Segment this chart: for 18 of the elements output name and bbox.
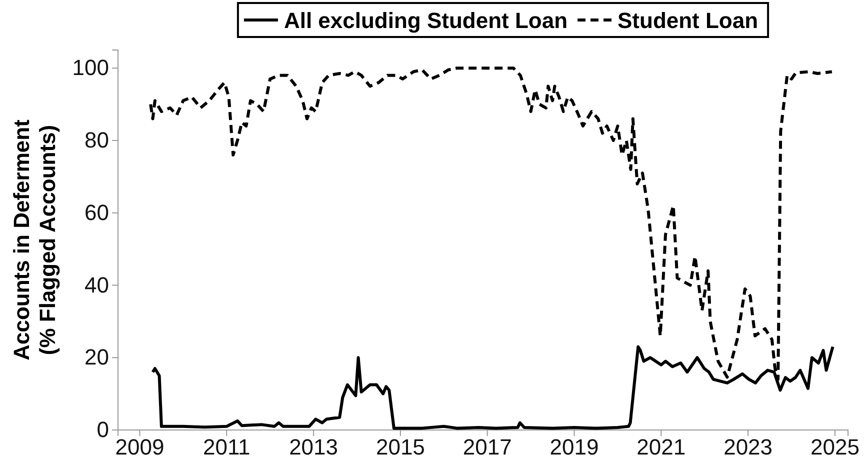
y-tick-label: 20 [84, 344, 109, 370]
y-tick-label: 0 [96, 417, 109, 442]
legend-label: Student Loan [618, 8, 758, 33]
x-tick-label: 2017 [462, 434, 512, 459]
x-tick-label: 2025 [810, 434, 860, 459]
x-tick-label: 2011 [202, 434, 250, 459]
y-tick-label: 100 [72, 55, 109, 80]
y-tick-label: 80 [84, 128, 109, 153]
x-tick-label: 2019 [550, 434, 599, 459]
y-axis-title: Accounts in Deferment (% Flagged Accounts) [9, 118, 60, 360]
x-tick-label: 2015 [376, 434, 425, 459]
x-tick-label: 2013 [289, 434, 338, 459]
legend-label: All excluding Student Loan [284, 8, 568, 33]
x-tick-label: 2009 [115, 434, 164, 459]
y-tick-label: 60 [84, 200, 109, 225]
x-tick-label: 2023 [724, 434, 773, 459]
x-tick-label: 2021 [636, 434, 686, 459]
y-tick-label: 40 [84, 272, 109, 298]
